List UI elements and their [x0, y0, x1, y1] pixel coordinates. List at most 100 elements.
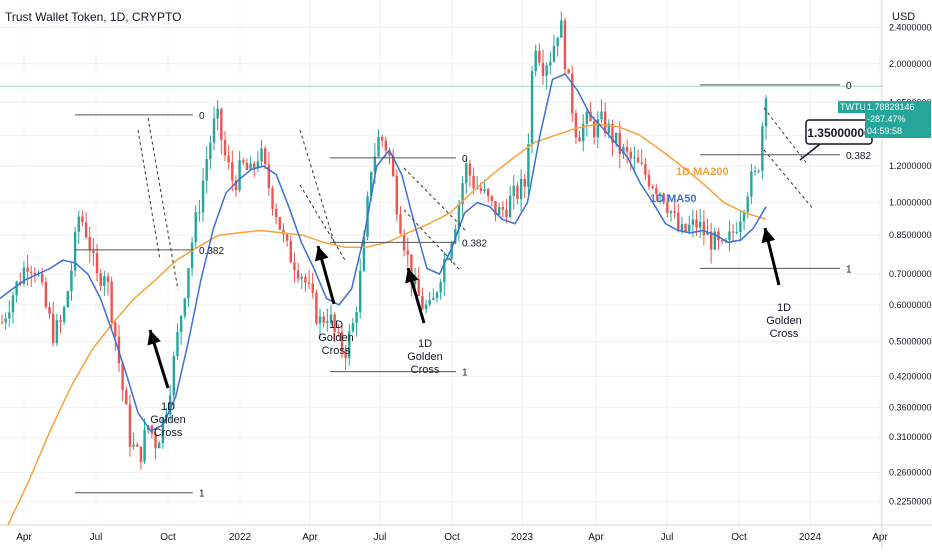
candle-body	[77, 216, 80, 232]
candle-body	[307, 282, 311, 284]
candle-body	[296, 270, 300, 279]
candle-body	[728, 231, 731, 240]
candle-body	[560, 20, 563, 38]
candle-body	[143, 429, 146, 462]
candle-body	[242, 160, 245, 163]
golden-cross-label: 1D	[418, 338, 432, 350]
y-tick-label: 1.20000000	[889, 161, 932, 171]
fib-level-label: 1	[846, 264, 852, 275]
candle-body	[238, 160, 241, 191]
candle-body	[399, 214, 402, 234]
candle-body	[549, 61, 552, 66]
x-tick-label: Jul	[374, 532, 387, 543]
fib-level-label: 0.382	[846, 151, 871, 162]
currency-label[interactable]: USD	[892, 11, 916, 23]
candle-body	[11, 295, 15, 313]
candle-body	[443, 259, 446, 283]
golden-cross-label: Golden	[407, 351, 442, 363]
candle-body	[410, 254, 413, 285]
channel-line	[403, 209, 461, 271]
candle-body	[556, 37, 559, 46]
candle-body	[44, 282, 48, 307]
candle-body	[647, 174, 651, 187]
candle-body	[8, 312, 11, 319]
y-tick-label: 0.85000000	[889, 230, 932, 240]
candle-body	[571, 73, 574, 114]
candle-body	[633, 157, 636, 159]
y-tick-label: 1.00000000	[889, 198, 932, 208]
x-tick-label: Oct	[444, 532, 460, 543]
candle-body	[70, 270, 73, 292]
candle-body	[618, 132, 621, 155]
candle-body	[132, 444, 135, 447]
candle-body	[702, 221, 706, 235]
candle-body	[582, 123, 585, 142]
candle-body	[512, 185, 515, 196]
golden-cross-label: 1D	[161, 401, 175, 413]
change-tag: -287.47%	[865, 113, 931, 126]
candle-body	[359, 270, 362, 313]
y-tick-label: 0.60000000	[889, 300, 932, 310]
x-tick-label: Oct	[160, 532, 176, 543]
candle-body	[30, 271, 33, 273]
x-tick-label: 2023	[511, 532, 534, 543]
candle-body	[370, 172, 373, 197]
candle-body	[271, 188, 274, 209]
x-tick-label: Oct	[731, 532, 747, 543]
candle-body	[187, 268, 190, 299]
candle-body	[413, 279, 417, 285]
candle-body	[684, 224, 687, 232]
candle-body	[322, 316, 325, 323]
candle-body	[673, 211, 676, 213]
golden-cross-label: Golden	[766, 315, 801, 327]
candle-body	[161, 418, 165, 444]
candle-body	[494, 200, 497, 215]
candle-body	[384, 140, 388, 151]
candle-body	[417, 279, 420, 296]
candle-body	[176, 332, 179, 357]
candle-body	[750, 171, 753, 197]
candle-body	[614, 132, 618, 144]
candle-body	[406, 250, 409, 255]
candle-body	[600, 111, 603, 120]
candle-body	[709, 231, 713, 250]
candle-body	[99, 273, 102, 286]
candle-body	[662, 193, 665, 203]
candle-body	[256, 161, 260, 168]
candle-body	[311, 283, 314, 293]
candle-body	[761, 126, 764, 171]
candle-body	[519, 178, 523, 200]
countdown-tag: 04:59:58	[865, 125, 931, 138]
y-tick-label: 0.42000000	[889, 371, 932, 381]
candle-body	[446, 258, 450, 260]
candle-body	[735, 231, 738, 233]
candle-body	[567, 69, 570, 74]
candle-body	[563, 20, 567, 70]
candle-body	[465, 163, 468, 184]
candle-body	[66, 291, 69, 308]
candle-body	[534, 50, 537, 72]
target-callout-pointer	[799, 143, 821, 161]
candle-body	[373, 156, 377, 173]
candle-body	[190, 242, 194, 269]
channel-line	[299, 184, 346, 261]
candle-body	[592, 121, 596, 138]
candle-body	[574, 113, 578, 138]
candle-body	[340, 332, 344, 351]
candle-body	[253, 163, 256, 168]
channel-line	[299, 129, 336, 246]
candle-body	[530, 71, 534, 145]
candle-body	[691, 219, 695, 225]
candle-body	[22, 267, 26, 284]
candle-body	[731, 231, 735, 233]
candle-body	[326, 321, 329, 323]
golden-cross-label: Golden	[150, 414, 185, 426]
candle-body	[516, 185, 519, 200]
candle-body	[95, 253, 99, 274]
fib-level-label: 0.382	[199, 246, 224, 257]
candle-body	[362, 236, 366, 271]
candle-body	[51, 313, 55, 343]
candle-body	[607, 123, 611, 134]
candle-body	[377, 136, 380, 157]
candle-body	[278, 217, 282, 230]
